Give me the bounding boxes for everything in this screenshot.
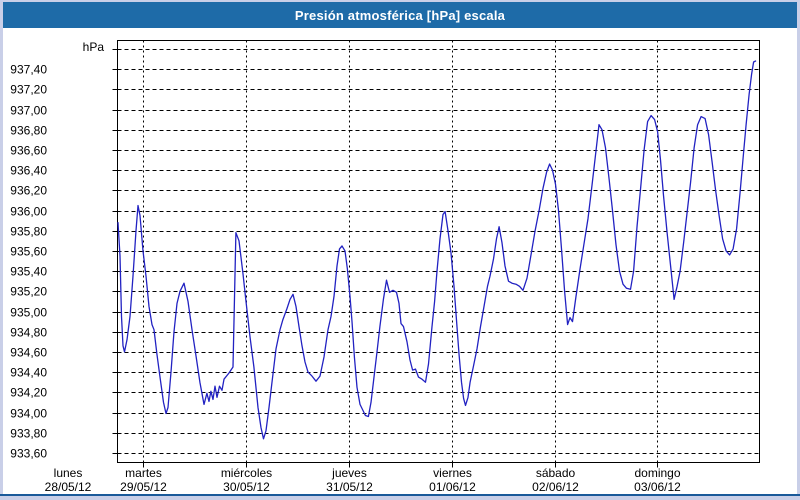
y-tick-label: 934,40 bbox=[10, 366, 47, 380]
x-day-label: lunes bbox=[54, 466, 83, 480]
y-tick-label: 936,60 bbox=[10, 144, 47, 158]
pressure-line bbox=[117, 60, 757, 440]
y-tick-label: 935,60 bbox=[10, 245, 47, 259]
x-date-label: 31/05/12 bbox=[326, 480, 373, 494]
x-date-label: 02/06/12 bbox=[532, 480, 579, 494]
x-day-label: sábado bbox=[536, 466, 576, 480]
x-date-label: 30/05/12 bbox=[223, 480, 270, 494]
y-tick-label: 937,20 bbox=[10, 83, 47, 97]
chart-background bbox=[3, 28, 797, 494]
x-date-label: 01/06/12 bbox=[429, 480, 476, 494]
y-tick-label: 936,40 bbox=[10, 164, 47, 178]
y-tick-label: 935,00 bbox=[10, 306, 47, 320]
y-tick-label: 936,20 bbox=[10, 184, 47, 198]
x-date-label: 28/05/12 bbox=[45, 480, 92, 494]
plot-border bbox=[117, 40, 760, 463]
y-tick-label: 934,00 bbox=[10, 407, 47, 421]
y-tick-label: 935,80 bbox=[10, 225, 47, 239]
y-tick-label: 933,80 bbox=[10, 427, 47, 441]
x-day-label: domingo bbox=[634, 466, 680, 480]
y-unit-label: hPa bbox=[83, 40, 105, 54]
y-tick-label: 936,00 bbox=[10, 205, 47, 219]
x-day-label: martes bbox=[125, 466, 162, 480]
title-bar: Presión atmosférica [hPa] escala bbox=[3, 2, 797, 28]
y-tick-label: 936,80 bbox=[10, 124, 47, 138]
x-day-label: miércoles bbox=[221, 466, 272, 480]
y-tick-label: 934,60 bbox=[10, 346, 47, 360]
chart-title: Presión atmosférica [hPa] escala bbox=[294, 7, 506, 23]
y-tick-label: 937,40 bbox=[10, 63, 47, 77]
x-date-label: 03/06/12 bbox=[634, 480, 681, 494]
y-tick-label: 933,60 bbox=[10, 447, 47, 461]
x-day-label: jueves bbox=[331, 466, 367, 480]
y-tick-label: 935,20 bbox=[10, 285, 47, 299]
y-tick-label: 935,40 bbox=[10, 265, 47, 279]
x-day-label: viernes bbox=[433, 466, 472, 480]
x-date-label: 29/05/12 bbox=[120, 480, 167, 494]
y-tick-label: 934,20 bbox=[10, 386, 47, 400]
bottom-separator-line bbox=[0, 494, 800, 496]
y-tick-label: 934,80 bbox=[10, 326, 47, 340]
y-tick-label: 937,00 bbox=[10, 104, 47, 118]
